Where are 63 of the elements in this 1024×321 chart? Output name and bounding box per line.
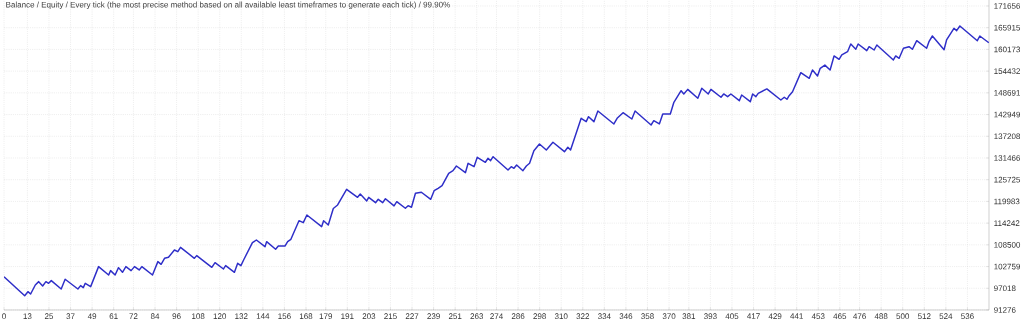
x-tick-label: 96: [172, 313, 181, 320]
x-tick-label: 381: [682, 313, 696, 320]
y-tick-label: 131466: [994, 155, 1021, 161]
x-tick-label: 476: [853, 313, 866, 320]
x-tick-label: 536: [961, 313, 974, 320]
y-tick-label: 160173: [994, 46, 1021, 53]
x-tick-label: 61: [109, 313, 118, 320]
x-tick-label: 263: [470, 313, 484, 320]
y-tick-label: 97018: [994, 285, 1016, 292]
x-tick-label: 144: [256, 313, 270, 319]
x-tick-label: 191: [341, 313, 354, 320]
x-tick-label: 215: [384, 313, 397, 320]
line-series: [4, 25, 989, 297]
x-tick-label: 334: [597, 313, 611, 320]
x-tick-label: 251: [448, 313, 462, 320]
y-tick-label: 165915: [994, 24, 1021, 31]
x-tick-label: 179: [319, 313, 333, 320]
x-tick-label: 429: [768, 313, 782, 320]
y-tick-label: 102759: [994, 263, 1021, 270]
x-tick-label: 168: [299, 313, 313, 320]
x-tick-label: 441: [790, 313, 803, 319]
x-tick-label: 453: [811, 313, 825, 320]
y-tick-label: 114242: [994, 220, 1020, 226]
y-tick-label: 154432: [994, 68, 1020, 74]
y-tick-label: 171656: [994, 3, 1021, 9]
x-tick-label: 37: [66, 313, 75, 320]
x-tick-label: 393: [704, 313, 717, 320]
y-tick-label: 148691: [994, 90, 1020, 96]
x-tick-label: 417: [747, 313, 760, 319]
x-tick-label: 239: [427, 313, 440, 320]
x-tick-label: 13: [23, 313, 32, 320]
chart-title: Balance / Equity / Every tick (the most precise method based on all available least timeframes to generate each tick) / 99.90%: [6, 1, 450, 10]
x-tick-label: 132: [235, 313, 248, 320]
x-tick-label: 49: [87, 313, 97, 320]
x-tick-label: 405: [725, 313, 739, 320]
x-tick-label: 298: [533, 313, 546, 320]
x-tick-label: 322: [576, 313, 590, 320]
x-tick-label: 512: [917, 313, 931, 320]
y-tick-label: 119983: [994, 198, 1020, 205]
x-tick-label: 203: [362, 313, 376, 320]
y-tick-label: 137208: [994, 133, 1021, 140]
y-tick-label: 125725: [994, 176, 1021, 183]
x-tick-label: 310: [554, 313, 568, 320]
x-tick-label: 346: [619, 313, 633, 320]
x-tick-label: 72: [129, 313, 138, 319]
x-tick-label: 524: [939, 313, 953, 320]
x-tick-label: 0: [2, 313, 6, 320]
x-tick-label: 465: [833, 313, 847, 320]
y-tick-label: 108500: [994, 242, 1021, 248]
x-tick-label: 274: [490, 313, 503, 319]
y-tick-label: 91276: [994, 307, 1016, 313]
x-tick-label: 227: [405, 313, 419, 319]
x-tick-label: 286: [511, 313, 525, 320]
x-tick-label: 84: [150, 313, 160, 320]
x-tick-label: 370: [662, 313, 676, 320]
x-tick-label: 120: [213, 313, 227, 320]
x-tick-label: 156: [278, 313, 291, 320]
x-tick-label: 488: [874, 313, 888, 320]
x-tick-label: 500: [896, 313, 910, 320]
y-tick-label: 142949: [994, 111, 1021, 118]
x-tick-label: 25: [44, 313, 54, 320]
x-tick-label: 358: [641, 313, 654, 320]
x-tick-label: 108: [192, 313, 205, 320]
